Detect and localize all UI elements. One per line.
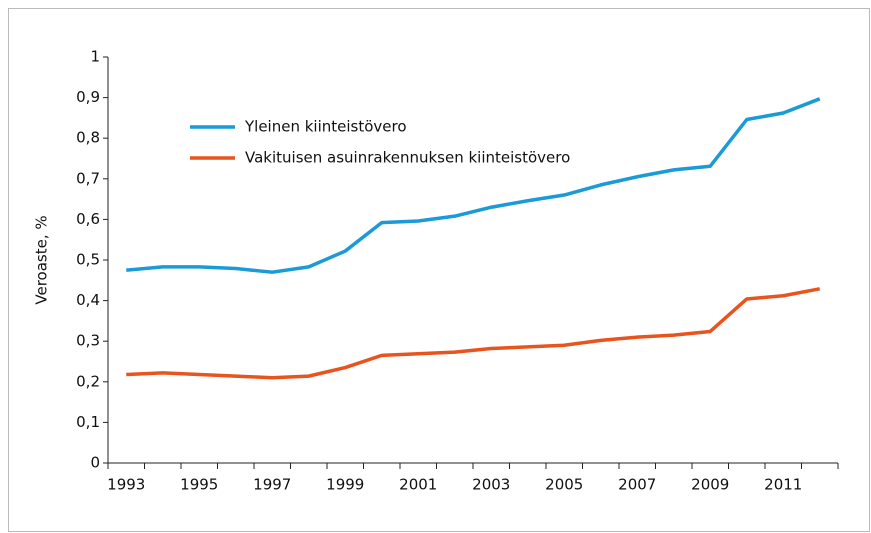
frame: [8, 8, 870, 532]
series-line: [126, 287, 821, 380]
y-tick-label: 0,5: [76, 251, 100, 269]
x-tick-label: 1997: [253, 476, 291, 494]
y-tick-label: 0,1: [76, 413, 100, 431]
x-tick-label: 2001: [399, 476, 437, 494]
y-tick-label: 0,9: [76, 88, 100, 106]
x-tick-label: 1999: [326, 476, 364, 494]
y-tick-label: 0,8: [76, 129, 100, 147]
y-tick-label: 0,4: [76, 291, 100, 309]
x-tick-label: 2011: [764, 476, 802, 494]
y-tick-label: 0,2: [76, 372, 100, 390]
legend-label: Vakituisen asuinrakennuksen kiinteistöve…: [245, 149, 570, 167]
y-axis-label: Veroaste, %: [33, 215, 51, 304]
x-tick-label: 1995: [180, 476, 218, 494]
y-tick-label: 0,7: [76, 169, 100, 187]
y-tick-label: 0,3: [76, 332, 100, 350]
y-tick-label: 1: [90, 48, 100, 66]
series-line: [126, 97, 821, 274]
x-tick-label: 2005: [545, 476, 583, 494]
y-tick-label: 0: [90, 454, 100, 472]
y-tick-label: 0,6: [76, 210, 100, 228]
x-tick-label: 1993: [107, 476, 145, 494]
x-tick-label: 2003: [472, 476, 510, 494]
legend-label: Yleinen kiinteistövero: [244, 118, 407, 136]
x-tick-label: 2009: [691, 476, 729, 494]
x-tick-label: 2007: [618, 476, 656, 494]
